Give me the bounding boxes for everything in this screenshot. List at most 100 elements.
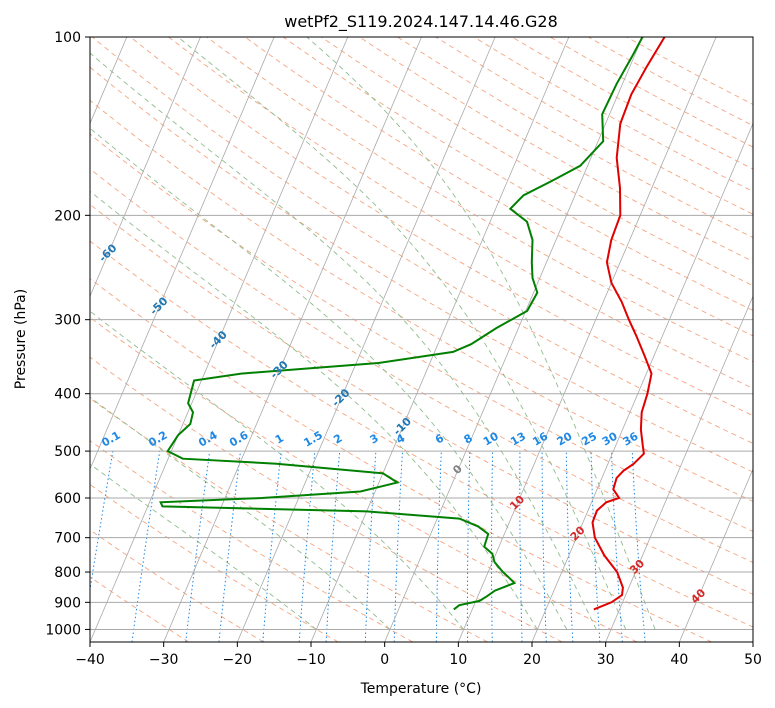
- dry-adiabat: [90, 240, 753, 628]
- mixing-ratio-line: [90, 451, 114, 593]
- dry-adiabat: [90, 397, 488, 642]
- y-tick-label: 500: [54, 444, 81, 460]
- isotherm-label: 30: [627, 557, 647, 577]
- mixing-ratio-line: [262, 451, 282, 642]
- y-tick-label: 800: [54, 565, 81, 581]
- dry-adiabat: [90, 278, 712, 642]
- dry-adiabat: [90, 168, 753, 563]
- isotherm-label: -60: [96, 241, 119, 264]
- isotherm-label: 20: [568, 523, 588, 543]
- y-tick-label: 200: [54, 208, 81, 224]
- mixing-ratio-line: [466, 451, 471, 642]
- y-tick-label: 900: [54, 595, 81, 611]
- isotherm-label: -50: [147, 294, 170, 317]
- dry-adiabat: [511, 37, 753, 170]
- dry-adiabat: [168, 37, 753, 389]
- mixing-ratio-label: 30: [600, 429, 620, 448]
- moist-adiabat: [90, 52, 597, 630]
- x-tick-label: 40: [670, 652, 688, 668]
- dry-adiabat: [244, 37, 753, 337]
- isotherm-label: -70: [49, 180, 72, 203]
- plot-area: -100-90-80-70-60-50-40-30-20-10010203040…: [0, 37, 753, 642]
- moist-adiabat: [90, 190, 538, 630]
- x-axis: −40 −30 −20 −10 0 10 20 30 40 50: [75, 642, 762, 668]
- mixing-ratio-label: 2: [331, 432, 344, 447]
- isotherm-line: [310, 37, 570, 642]
- y-tick-label: 100: [54, 30, 81, 46]
- x-tick-label: −30: [149, 652, 179, 668]
- mixing-ratio-label: 8: [462, 432, 475, 447]
- plot-frame: [89, 36, 754, 643]
- isotherm-line: [752, 640, 753, 642]
- y-tick-label: 400: [54, 387, 81, 403]
- mixing-ratio-line: [435, 451, 442, 642]
- isotherm-line: [457, 37, 717, 642]
- isotherm-line: [163, 37, 422, 642]
- isotherm-line: [90, 37, 275, 471]
- moist-adiabat: [90, 396, 391, 630]
- isotherm-line: [384, 37, 643, 642]
- mixing-ratio-line: [131, 451, 161, 642]
- x-tick-label: 0: [380, 652, 389, 668]
- x-tick-label: 50: [744, 652, 762, 668]
- mixing-ratio-line: [565, 451, 574, 642]
- y-tick-label: 600: [54, 491, 81, 507]
- isotherm-label: -80: [0, 129, 20, 152]
- isotherm-label: -30: [268, 358, 291, 381]
- mixing-ratio-label: 0.4: [196, 428, 220, 449]
- mixing-ratio-line: [218, 451, 241, 642]
- mixing-ratio-label: 0.1: [99, 429, 122, 450]
- mixing-ratio-label: 1.5: [301, 429, 324, 450]
- dry-adiabat: [130, 37, 753, 417]
- x-tick-label: 10: [449, 652, 467, 668]
- isotherm-line: [605, 295, 753, 642]
- isotherm-label: -40: [207, 328, 230, 351]
- mixing-ratio-label: 1: [273, 432, 286, 447]
- dry-adiabat: [549, 37, 753, 148]
- moist-adiabat: [90, 463, 317, 630]
- x-tick-label: −40: [75, 652, 105, 668]
- y-tick-label: 300: [54, 313, 81, 329]
- isotherm-label: 0: [450, 462, 465, 477]
- isotherm-line: [678, 468, 753, 642]
- mixing-ratio-label: 13: [508, 430, 528, 449]
- dry-adiabat: [90, 66, 753, 473]
- mixing-ratio-label: 25: [579, 430, 599, 449]
- dry-adiabat: [90, 203, 753, 595]
- isotherm-label: -20: [329, 386, 352, 409]
- dry-adiabat: [206, 37, 753, 363]
- dry-adiabat: [90, 316, 638, 642]
- isotherm-line: [90, 37, 201, 298]
- moist-adiabat: [306, 37, 656, 630]
- mixing-ratio-line: [491, 451, 494, 642]
- y-tick-label: 700: [54, 531, 81, 547]
- dry-adiabat: [473, 37, 753, 192]
- y-axis-label: Pressure (hPa): [13, 289, 29, 389]
- mixing-ratio-label: 3: [368, 432, 381, 447]
- x-tick-label: 30: [597, 652, 615, 668]
- mixing-ratio-label: 0.2: [146, 429, 169, 450]
- mixing-ratio-label: 4: [394, 431, 407, 446]
- y-axis: 100 200 300 400 500 600 700 800 900 1000: [45, 30, 90, 638]
- x-tick-label: −20: [223, 652, 253, 668]
- mixing-ratio-line: [519, 451, 523, 642]
- chart-title: wetPf2_S119.2024.147.14.46.G28: [284, 12, 558, 32]
- dry-adiabat: [90, 483, 339, 642]
- dry-adiabat: [282, 37, 753, 311]
- isotherm-label: 40: [688, 586, 708, 606]
- dry-adiabat: [90, 440, 414, 642]
- x-tick-label: −10: [296, 652, 326, 668]
- isotherm-label: 10: [507, 492, 527, 512]
- mixing-ratio-line: [298, 451, 316, 642]
- mixing-ratio-label: 20: [555, 429, 575, 448]
- moist-adiabat: [90, 127, 568, 630]
- mixing-ratio-line: [185, 451, 211, 642]
- y-tick-label: 1000: [45, 622, 81, 638]
- moist-adiabat: [177, 37, 627, 630]
- dewpoint-profile: [159, 37, 644, 611]
- isotherm-line: [90, 37, 349, 642]
- mixing-ratio-line: [631, 451, 646, 642]
- moist-adiabat: [90, 310, 465, 630]
- dry-adiabat: [588, 37, 753, 127]
- mixing-ratio-line: [364, 451, 377, 642]
